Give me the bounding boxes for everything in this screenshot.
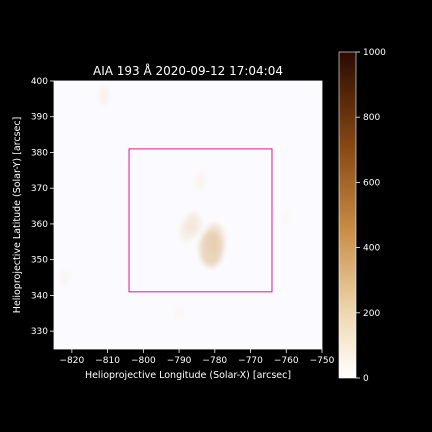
emission-blob: [59, 268, 71, 287]
y-tick-label: 350: [31, 256, 48, 266]
emission-features: [59, 85, 292, 322]
y-axis-ticks: 330 340 350 360 370 380 390 400: [31, 77, 54, 337]
colorbar-tick-label: 0: [363, 374, 369, 384]
x-tick-label: −800: [131, 356, 156, 366]
x-tick-label: −770: [238, 356, 263, 366]
x-axis-label: Helioprojective Longitude (Solar-X) [arc…: [85, 370, 291, 381]
colorbar-tick-label: 200: [363, 309, 380, 319]
chart-title: AIA 193 Å 2020-09-12 17:04:04: [93, 63, 283, 78]
colorbar-tick-label: 800: [363, 113, 380, 123]
emission-blob: [194, 171, 207, 191]
emission-blob: [173, 304, 185, 322]
y-axis-label: Helioprojective Latitude (Solar-Y) [arcs…: [12, 117, 23, 314]
colorbar-tick-label: 600: [363, 178, 380, 188]
y-tick-label: 400: [31, 77, 48, 87]
colorbar-tick-label: 400: [363, 244, 380, 254]
emission-blob: [185, 212, 201, 236]
colorbar: [338, 51, 357, 379]
y-tick-label: 340: [31, 291, 48, 301]
emission-blob: [205, 223, 225, 253]
y-tick-label: 370: [31, 184, 48, 194]
x-tick-label: −760: [274, 356, 299, 366]
x-tick-label: −780: [202, 356, 227, 366]
x-axis-ticks: −820 −810 −800 −790 −780 −770 −760 −750: [59, 349, 335, 366]
y-tick-label: 360: [31, 220, 48, 230]
colorbar-ticks: 0 200 400 600 800 1000: [356, 48, 386, 384]
plot-area: [54, 81, 322, 349]
x-tick-label: −790: [167, 356, 192, 366]
roi-box: [128, 148, 273, 293]
x-tick-label: −820: [59, 356, 84, 366]
colorbar-tick-label: 1000: [363, 48, 386, 58]
plot-frame: [53, 80, 323, 350]
x-tick-label: −750: [310, 356, 335, 366]
emission-blob: [97, 85, 111, 105]
y-tick-label: 380: [31, 148, 48, 158]
y-tick-label: 390: [31, 113, 48, 123]
x-tick-label: −810: [95, 356, 120, 366]
emission-blob: [281, 208, 292, 225]
y-tick-label: 330: [31, 327, 48, 337]
